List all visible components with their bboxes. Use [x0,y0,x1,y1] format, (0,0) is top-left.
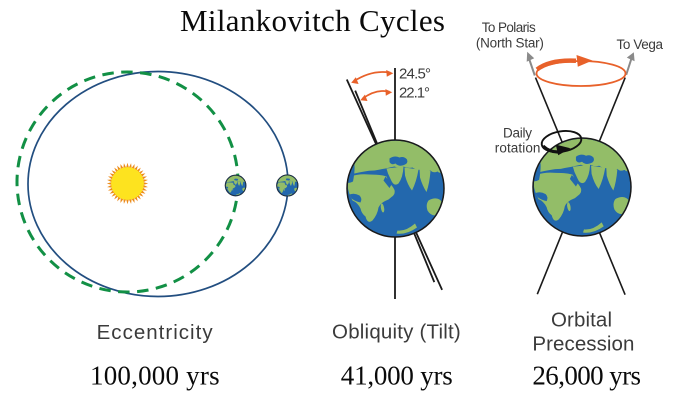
svg-text:Orbital: Orbital [551,309,612,332]
svg-text:Precession: Precession [532,333,634,356]
svg-text:Eccentricity: Eccentricity [97,321,214,344]
svg-text:100,000 yrs: 100,000 yrs [90,361,220,391]
svg-text:Milankovitch Cycles: Milankovitch Cycles [180,3,445,38]
svg-text:(North Star): (North Star) [476,35,544,50]
svg-text:24.5°: 24.5° [399,66,431,83]
svg-text:26,000 yrs: 26,000 yrs [532,360,641,390]
svg-text:rotation: rotation [495,141,541,156]
svg-text:41,000 yrs: 41,000 yrs [341,360,453,390]
svg-text:To Vega: To Vega [617,37,664,52]
svg-text:Obliquity (Tilt): Obliquity (Tilt) [332,321,461,344]
svg-text:To Polaris: To Polaris [482,20,536,35]
svg-text:22.1°: 22.1° [399,85,430,102]
svg-text:Daily: Daily [503,126,532,141]
